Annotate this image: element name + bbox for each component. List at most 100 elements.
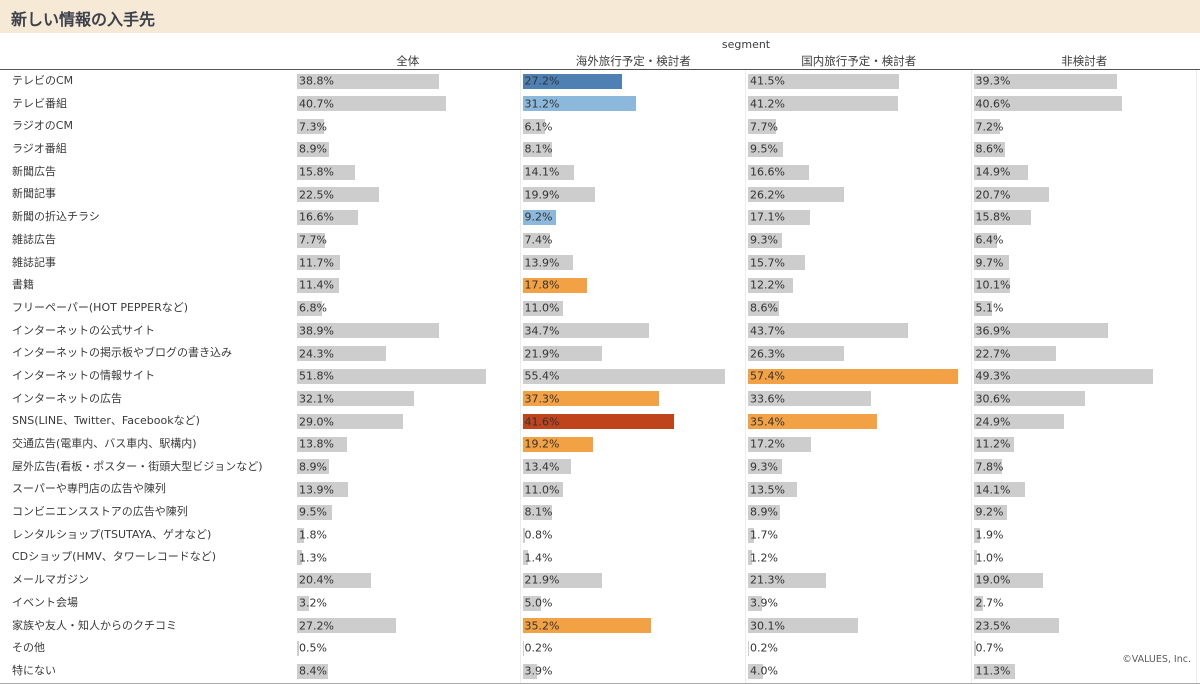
- bar[interactable]: [973, 482, 1025, 498]
- bar[interactable]: [522, 640, 524, 656]
- bar[interactable]: [973, 209, 1032, 225]
- bar[interactable]: [522, 73, 622, 89]
- bar[interactable]: [522, 572, 603, 588]
- bar[interactable]: [973, 232, 997, 248]
- bar[interactable]: [522, 436, 593, 452]
- bar[interactable]: [748, 209, 811, 225]
- bar[interactable]: [973, 572, 1043, 588]
- bar[interactable]: [297, 595, 309, 611]
- bar[interactable]: [297, 414, 403, 430]
- bar[interactable]: [297, 164, 355, 180]
- bar[interactable]: [748, 277, 793, 293]
- bar[interactable]: [973, 459, 1002, 475]
- bar[interactable]: [522, 595, 541, 611]
- bar[interactable]: [748, 164, 809, 180]
- bar[interactable]: [748, 482, 798, 498]
- bar[interactable]: [522, 482, 563, 498]
- bar[interactable]: [748, 436, 811, 452]
- bar[interactable]: [748, 527, 755, 543]
- bar[interactable]: [973, 436, 1015, 452]
- bar[interactable]: [297, 232, 326, 248]
- bar[interactable]: [297, 482, 348, 498]
- bar[interactable]: [297, 391, 415, 407]
- bar[interactable]: [973, 346, 1057, 362]
- bar[interactable]: [748, 141, 783, 157]
- bar[interactable]: [297, 277, 339, 293]
- bar[interactable]: [522, 232, 550, 248]
- bar[interactable]: [748, 572, 826, 588]
- bar[interactable]: [973, 663, 1015, 679]
- bar[interactable]: [748, 232, 782, 248]
- bar[interactable]: [297, 550, 302, 566]
- bar[interactable]: [297, 663, 328, 679]
- bar[interactable]: [973, 414, 1065, 430]
- bar[interactable]: [748, 504, 781, 520]
- bar[interactable]: [973, 164, 1028, 180]
- bar[interactable]: [748, 346, 844, 362]
- bar[interactable]: [973, 550, 978, 566]
- bar[interactable]: [297, 323, 439, 339]
- bar[interactable]: [297, 187, 380, 203]
- bar[interactable]: [297, 504, 332, 520]
- bar[interactable]: [522, 255, 574, 271]
- bar[interactable]: [973, 504, 1008, 520]
- bar[interactable]: [522, 187, 596, 203]
- bar[interactable]: [297, 436, 348, 452]
- bar[interactable]: [748, 96, 899, 112]
- bar[interactable]: [522, 550, 528, 566]
- bar[interactable]: [522, 459, 572, 475]
- bar[interactable]: [297, 527, 304, 543]
- bar[interactable]: [522, 346, 603, 362]
- bar[interactable]: [973, 141, 1005, 157]
- bar[interactable]: [297, 255, 340, 271]
- bar[interactable]: [973, 119, 1000, 135]
- bar[interactable]: [748, 187, 844, 203]
- bar[interactable]: [973, 300, 993, 316]
- bar[interactable]: [522, 209, 557, 225]
- bar[interactable]: [522, 300, 563, 316]
- bar[interactable]: [522, 96, 637, 112]
- bar[interactable]: [522, 164, 574, 180]
- bar[interactable]: [748, 595, 763, 611]
- bar[interactable]: [973, 640, 977, 656]
- bar[interactable]: [522, 527, 526, 543]
- bar[interactable]: [297, 618, 397, 634]
- bar[interactable]: [297, 572, 372, 588]
- bar[interactable]: [748, 300, 780, 316]
- bar[interactable]: [748, 618, 858, 634]
- bar[interactable]: [973, 323, 1109, 339]
- bar[interactable]: [297, 119, 324, 135]
- bar[interactable]: [748, 119, 777, 135]
- bar[interactable]: [973, 595, 984, 611]
- bar[interactable]: [973, 277, 1011, 293]
- bar[interactable]: [522, 277, 588, 293]
- bar[interactable]: [748, 550, 753, 566]
- bar[interactable]: [973, 73, 1117, 89]
- bar[interactable]: [973, 96, 1122, 112]
- bar[interactable]: [522, 618, 651, 634]
- bar[interactable]: [522, 504, 553, 520]
- bar[interactable]: [297, 459, 330, 475]
- bar[interactable]: [297, 640, 299, 656]
- bar[interactable]: [748, 255, 806, 271]
- bar[interactable]: [522, 414, 675, 430]
- bar[interactable]: [973, 527, 981, 543]
- bar[interactable]: [297, 96, 446, 112]
- bar[interactable]: [748, 323, 908, 339]
- bar[interactable]: [748, 663, 763, 679]
- bar[interactable]: [297, 209, 358, 225]
- bar[interactable]: [973, 391, 1086, 407]
- bar[interactable]: [973, 368, 1154, 384]
- bar[interactable]: [522, 368, 725, 384]
- bar[interactable]: [973, 255, 1009, 271]
- bar[interactable]: [297, 73, 439, 89]
- bar[interactable]: [297, 368, 487, 384]
- bar[interactable]: [522, 141, 553, 157]
- bar[interactable]: [748, 368, 958, 384]
- bar[interactable]: [522, 119, 545, 135]
- bar[interactable]: [297, 141, 330, 157]
- bar[interactable]: [297, 346, 386, 362]
- bar[interactable]: [748, 73, 900, 89]
- bar[interactable]: [973, 618, 1060, 634]
- bar[interactable]: [522, 663, 537, 679]
